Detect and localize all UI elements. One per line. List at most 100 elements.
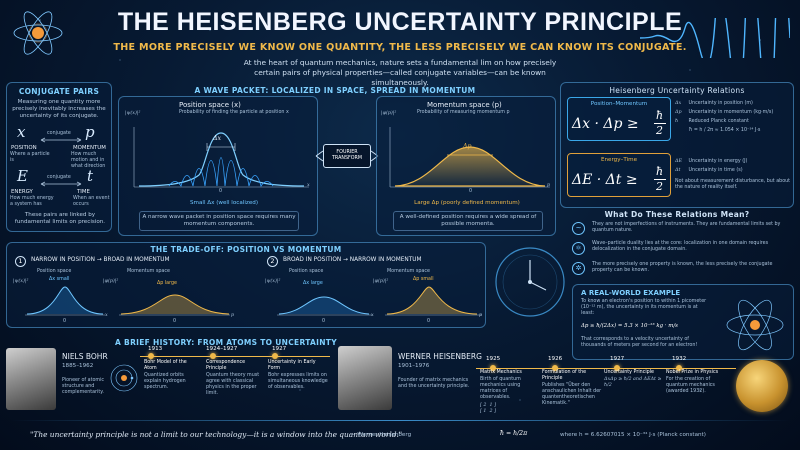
history-event-1924: 1924–1927 Correspondence Principle Quant… xyxy=(206,346,260,396)
case-1-zero-mom: 0 xyxy=(173,319,177,324)
heisenberg-desc: Founder of matrix mechanics and the unce… xyxy=(398,378,470,389)
timeline-right-line xyxy=(476,368,736,369)
momentum-desc: How much motion and in what direction xyxy=(71,152,106,169)
intro-text: At the heart of quantum mechanics, natur… xyxy=(243,58,557,87)
atom-circle-icon: ⚛ xyxy=(572,242,585,255)
footer-planck: where h = 6.62607015 × 10⁻³⁴ J·s (Planck… xyxy=(560,432,706,438)
case-1-pos-axis: |ψ(x)|² xyxy=(13,279,29,284)
legend-row: ħ = h / 2π ≈ 1.054 × 10⁻³⁴ J·s xyxy=(689,128,761,133)
history-event-1927-heis: 1927 Uncertainty Principle ΔxΔp ≥ ħ/2 an… xyxy=(604,356,662,388)
pm-frac-num: ħ xyxy=(656,109,664,122)
timeline-dot xyxy=(210,353,216,359)
history-event-1926: 1926 Formulation of the Principle Publis… xyxy=(542,356,602,406)
case-2-curves xyxy=(277,286,482,316)
tradeoff-heading: THE TRADE-OFF: POSITION VS MOMENTUM xyxy=(150,245,342,254)
position-momentum-box: Position–Momentum Δx · Δp ≥ ħ 2 xyxy=(567,97,671,141)
wavepacket-heading: A WAVE PACKET: LOCALIZED IN SPACE, SPREA… xyxy=(194,86,476,95)
bohr-name: NIELS BOHR xyxy=(62,352,108,361)
wave-icon xyxy=(640,18,790,58)
case-2-pos-axis: |ψ(x)|² xyxy=(265,279,281,284)
gear-circle-icon: ✲ xyxy=(572,262,585,275)
case-1-mom-label: Momentum space xyxy=(127,269,170,274)
relations-heading: Heisenberg Uncertainty Relations xyxy=(609,86,745,95)
case-2-dp: Δp small xyxy=(413,277,434,282)
pm-frac-den: 2 xyxy=(656,124,663,137)
et-frac-den: 2 xyxy=(656,180,663,193)
legend-row: Δp Uncertainty in momentum (kg·m/s) xyxy=(675,110,774,115)
relations-panel: Heisenberg Uncertainty Relations Positio… xyxy=(560,82,794,208)
matrix-glyph: [ 2 1 ] [ 1 2 ] xyxy=(480,403,496,414)
case-1-badge: 1 xyxy=(15,256,26,267)
case-1-pos-label: Position space xyxy=(37,269,72,274)
conjugate-pairs-panel: CONJUGATE PAIRS Measuring one quantity m… xyxy=(6,82,112,232)
fourier-transform-box: FOURIER TRANSFORM xyxy=(323,144,371,168)
footer-hbar: ħ = h/2π xyxy=(500,430,528,437)
case-2-mom-label: Momentum space xyxy=(387,269,430,274)
pm-equation: Δx · Δp ≥ xyxy=(572,116,639,132)
position-caption: A narrow wave packet in position space r… xyxy=(139,211,299,231)
bohr-portrait xyxy=(6,348,56,410)
position-space-title: Position space (x) xyxy=(179,101,241,109)
legend-row: Δt Uncertainty in time (s) xyxy=(675,168,743,173)
double-arrow-icon xyxy=(40,137,82,143)
pm-label: Position–Momentum xyxy=(590,101,648,107)
momentum-space-title: Momentum space (p) xyxy=(427,101,502,109)
realworld-text-1: To know an electron's position to within… xyxy=(581,299,707,316)
history-event-1913: 1913 Bohr Model of the Atom Quantized or… xyxy=(144,346,187,390)
atom-icon xyxy=(13,11,63,55)
footer-divider xyxy=(10,420,790,421)
case-1-mom-axis: |φ(p)|² xyxy=(103,279,119,284)
bidirectional-arrow-icon xyxy=(315,150,379,162)
bohr-desc: Pioneer of atomic structure and compleme… xyxy=(62,378,105,395)
heisenberg-years: 1901–1976 xyxy=(398,363,430,369)
timeline-dot xyxy=(148,353,154,359)
legend-row: ħ Reduced Planck constant xyxy=(675,119,749,124)
conjugate-link-2: conjugate xyxy=(47,175,71,180)
position-axis-label: |ψ(x)|² xyxy=(125,111,141,116)
case-1-x: x xyxy=(105,313,108,318)
footer-quote: "The uncertainty principle is not a limi… xyxy=(30,430,403,439)
et-equation: ΔE · Δt ≥ xyxy=(572,172,638,188)
momentum-note: Large Δp (poorly defined momentum) xyxy=(414,200,520,206)
meaning-heading: What Do These Relations Mean? xyxy=(604,210,750,219)
pm-legend: Δx Uncertainty in position (m) Δp Uncert… xyxy=(675,101,793,134)
tradeoff-panel: THE TRADE-OFF: POSITION VS MOMENTUM 1 NA… xyxy=(6,242,486,328)
case-2-zero-pos: 0 xyxy=(322,319,326,324)
et-label: Energy–Time xyxy=(600,157,638,163)
position-symbol: x xyxy=(17,123,26,141)
energy-desc: How much energy a system has xyxy=(10,196,54,207)
bohr-atom-icon xyxy=(110,364,138,392)
conjugate-heading: CONJUGATE PAIRS xyxy=(18,87,100,96)
time-desc: When an event occurs xyxy=(73,196,110,207)
wave-circle-icon: ~ xyxy=(572,222,585,235)
case-1-dp: Δp large xyxy=(157,281,178,286)
timeline-dot xyxy=(552,365,558,371)
position-dx-label: Δx xyxy=(213,135,221,142)
case-2-x: x xyxy=(371,313,374,318)
pm-frac-bar xyxy=(654,123,666,124)
momentum-space-panel: Momentum space (p) Probability of measur… xyxy=(376,96,556,236)
heisenberg-portrait xyxy=(338,346,392,410)
clock-icon xyxy=(495,247,565,317)
position-space-sub: Probability of finding the particle at p… xyxy=(179,110,289,115)
momentum-space-sub: Probability of measuring momentum p xyxy=(417,110,510,115)
timeline-dot xyxy=(676,365,682,371)
et-frac-bar xyxy=(654,179,666,180)
electron-orbit-icon xyxy=(726,299,784,351)
case-2-title: BROAD IN POSITION → NARROW IN MOMENTUM xyxy=(283,257,422,263)
case-1-dx: Δx small xyxy=(49,277,70,282)
case-1-curves xyxy=(25,286,230,316)
meaning-panel: What Do These Relations Mean? ~ They are… xyxy=(560,210,794,282)
meaning-item-1: They are not imperfections of instrument… xyxy=(592,222,781,233)
legend-row: ΔE Uncertainty in energy (J) xyxy=(675,159,748,164)
case-2-badge: 2 xyxy=(267,256,278,267)
page-subtitle: THE MORE PRECISELY WE KNOW ONE QUANTITY,… xyxy=(113,42,687,53)
bohr-years: 1885–1962 xyxy=(62,363,94,369)
case-1-title: NARROW IN POSITION → BROAD IN MOMENTUM xyxy=(31,257,170,263)
et-legend: ΔE Uncertainty in energy (J) Δt Uncertai… xyxy=(675,159,793,191)
conjugate-desc: Measuring one quantity more precisely in… xyxy=(12,99,106,119)
heisenberg-name: WERNER HEISENBERG xyxy=(398,352,482,361)
timeline-left-line xyxy=(140,356,330,357)
timeline-dot xyxy=(272,353,278,359)
